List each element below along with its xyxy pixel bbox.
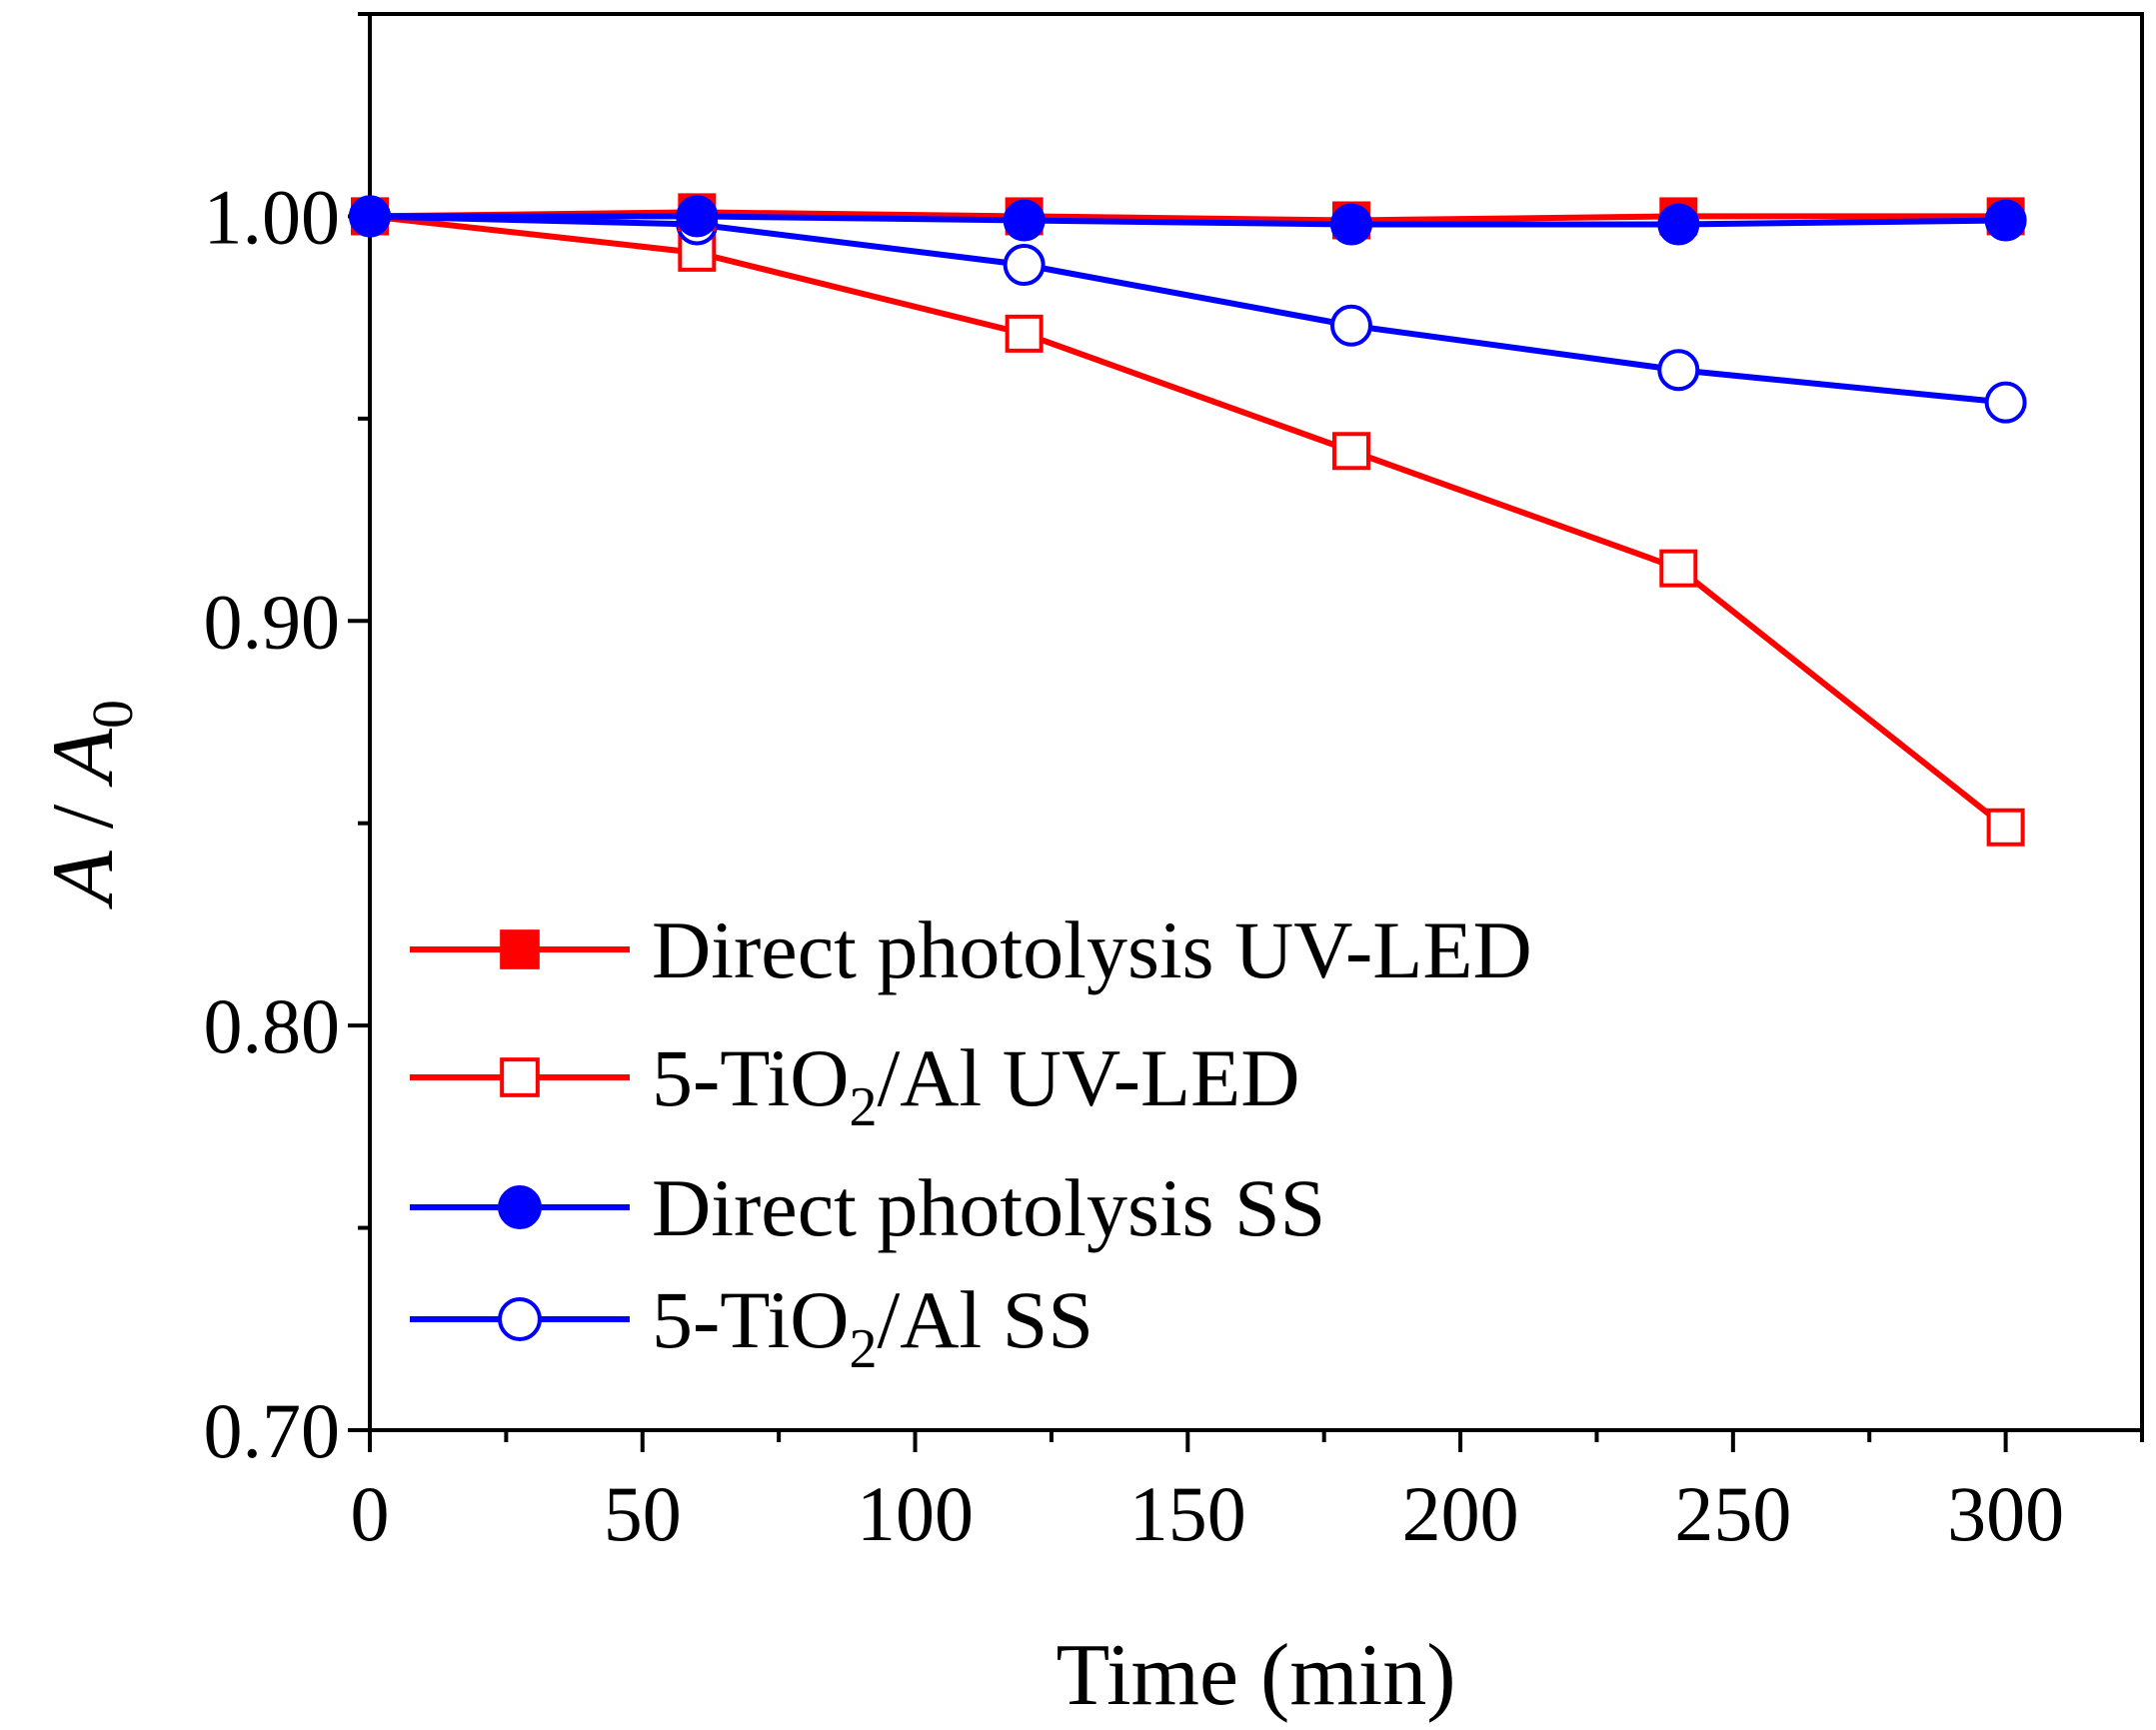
data-point [1005, 314, 1044, 353]
legend-label-part: /Al SS [878, 1274, 1094, 1365]
legend-label: 5-TiO2/Al SS [652, 1274, 1093, 1380]
legend-label-part: 5-TiO [652, 1274, 850, 1365]
series-group [349, 193, 2027, 847]
legend-label-part: 2 [850, 1076, 878, 1138]
data-point [349, 195, 391, 238]
data-point [1329, 203, 1372, 246]
y-tick-label: 0.70 [204, 1387, 341, 1474]
legend-item: 5-TiO2/Al UV-LED [410, 1032, 1299, 1138]
legend-label: Direct photolysis SS [652, 1162, 1325, 1253]
legend-marker [500, 1057, 540, 1097]
legend-item: Direct photolysis UV-LED [410, 904, 1532, 995]
series-line [370, 213, 2006, 228]
x-axis-title: Time (min) [1056, 1627, 1455, 1724]
data-point [1984, 381, 2027, 424]
x-tick-label: 200 [1402, 1470, 1519, 1557]
x-tick-label: 50 [604, 1470, 682, 1557]
legend-label: 5-TiO2/Al UV-LED [652, 1032, 1299, 1138]
data-point [676, 195, 719, 238]
legend-item: Direct photolysis SS [410, 1162, 1325, 1253]
legend-label-part: 2 [850, 1318, 878, 1380]
data-point [1986, 808, 2025, 847]
x-tick-label: 250 [1674, 1470, 1791, 1557]
legend-item: 5-TiO2/Al SS [410, 1274, 1093, 1380]
data-point [1659, 549, 1698, 588]
x-tick-label: 100 [857, 1470, 974, 1557]
y-axis-title-subscript: 0 [80, 700, 145, 729]
data-point [1657, 203, 1700, 246]
data-point [1331, 432, 1370, 471]
series-3 [349, 195, 2027, 424]
series-line [369, 213, 2008, 831]
legend-label: Direct photolysis UV-LED [652, 904, 1532, 995]
legend-marker [498, 1297, 542, 1341]
series-2 [349, 195, 2027, 246]
plot-frame [368, 12, 2144, 1432]
y-axis-title-sep: / [35, 783, 132, 851]
data-point [1657, 349, 1700, 392]
y-tick-label: 0.80 [204, 982, 341, 1069]
y-tick-label: 1.00 [204, 173, 341, 260]
axes: 0 50 100 150 200 250 300 0.70 0.80 0.90 1.00 [204, 12, 2144, 1557]
y-axis-title-a: A [35, 850, 132, 909]
x-tick-label: 300 [1947, 1470, 2064, 1557]
series-line [369, 209, 2006, 224]
y-axis-title-a0: A [35, 728, 132, 788]
y-axis-title: A / A0 [35, 700, 145, 909]
legend-label-part: Direct photolysis SS [652, 1162, 1325, 1253]
legend-label-part: /Al UV-LED [878, 1032, 1300, 1123]
series-line [369, 213, 2006, 406]
data-point [1329, 304, 1372, 347]
x-tick-label: 150 [1129, 1470, 1246, 1557]
legend-marker [498, 1185, 542, 1229]
y-tick-label: 0.90 [204, 578, 341, 665]
data-point [1984, 199, 2027, 242]
x-tick-label: 0 [351, 1470, 390, 1557]
legend-label-part: 5-TiO [652, 1032, 850, 1123]
data-point [1003, 244, 1046, 287]
legend-label-part: Direct photolysis UV-LED [652, 904, 1532, 995]
data-point [1003, 199, 1046, 242]
legend-marker [500, 929, 540, 969]
